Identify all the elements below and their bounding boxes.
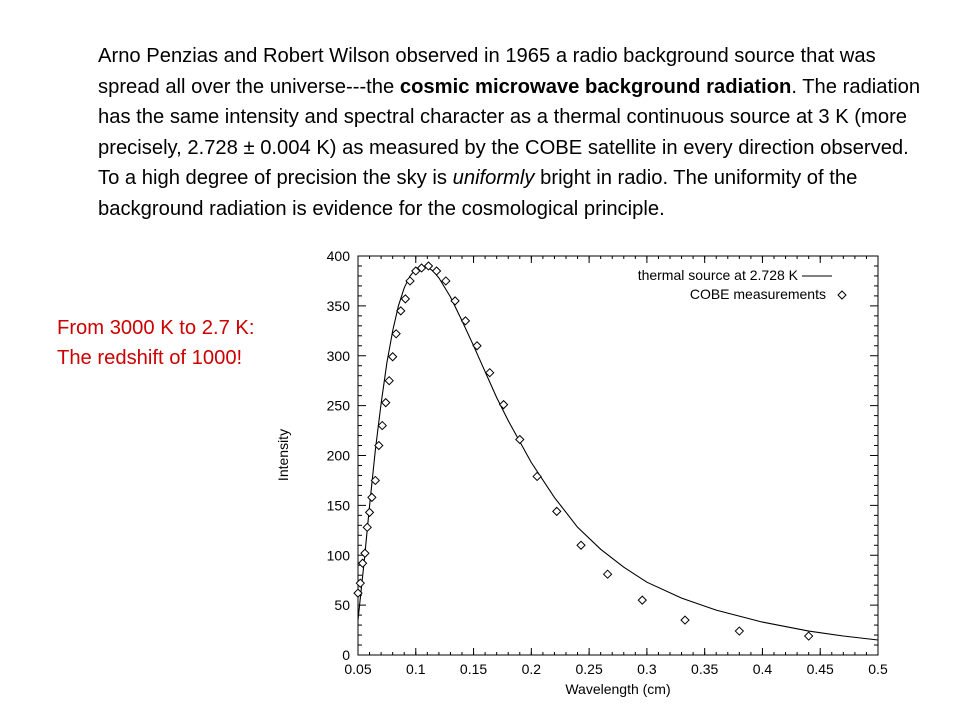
cobe-point-19 [423, 261, 434, 271]
cobe-point-0 [353, 588, 363, 598]
description-paragraph: Arno Penzias and Robert Wilson observed … [98, 41, 933, 225]
paragraph-text-3: bright in radio. The uniformity of the b… [98, 167, 858, 220]
y-axis-title: Intensity [275, 429, 291, 481]
cobe-point-29 [552, 506, 562, 517]
x-tick-label-0: 0.05 [344, 661, 371, 677]
paragraph-text-1: Arno Penzias and Robert Wilson observed … [98, 45, 876, 98]
cobe-point-25 [485, 368, 495, 378]
legend-label-cobe: COBE measurements [690, 286, 826, 302]
cobe-point-22 [450, 296, 460, 306]
cobe-point-1 [355, 578, 366, 588]
cobe-point-26 [498, 399, 509, 410]
y-tick-label-8: 400 [327, 248, 351, 264]
cobe-point-31 [602, 569, 613, 579]
x-tick-label-6: 0.35 [691, 661, 718, 677]
y-tick-label-0: 0 [342, 647, 350, 663]
cobe-point-12 [387, 352, 398, 362]
y-tick-label-6: 300 [327, 348, 351, 364]
plot-frame [357, 255, 879, 656]
cobe-point-4 [362, 522, 372, 533]
cobe-point-6 [367, 492, 377, 503]
note-line-1: From 3000 K to 2.7 K: [57, 317, 255, 339]
cobe-point-35 [803, 631, 814, 641]
y-tick-label-4: 200 [327, 448, 351, 464]
x-tick-label-2: 0.15 [460, 661, 487, 677]
cobe-point-16 [405, 276, 415, 286]
paragraph-bold-term: cosmic microwave background radiation [399, 75, 792, 98]
cobe-point-23 [460, 316, 471, 326]
cobe-point-14 [396, 306, 406, 316]
thermal-source-line [357, 265, 879, 641]
x-tick-label-3: 0.2 [522, 661, 542, 677]
cobe-point-28 [532, 471, 542, 482]
x-tick-label-9: 0.5 [868, 661, 888, 677]
cobe-point-9 [377, 420, 387, 431]
y-tick-label-7: 350 [327, 298, 351, 314]
cmb-spectrum-chart: 0.05 0.1 0.15 0.2 0.25 0.3 0.35 0.4 0.45 0.5 0 50 10… [275, 248, 888, 697]
cobe-point-11 [384, 375, 394, 386]
cobe-point-7 [370, 475, 381, 486]
cobe-point-17 [411, 266, 421, 276]
paragraph-italic-word: uniformly [452, 167, 535, 190]
x-tick-label-5: 0.3 [637, 661, 657, 677]
cobe-point-18 [416, 263, 427, 273]
y-tick-label-3: 150 [327, 497, 351, 513]
x-tick-label-8: 0.45 [807, 661, 834, 677]
x-tick-label-1: 0.1 [406, 661, 426, 677]
cobe-point-10 [381, 397, 391, 408]
x-axis-title: Wavelength (cm) [565, 681, 670, 697]
legend-diamond-swatch [837, 290, 847, 300]
redshift-note: From 3000 K to 2.7 K: The redshift of 10… [57, 313, 255, 373]
cobe-point-21 [441, 276, 451, 286]
x-tick-label-7: 0.4 [753, 661, 773, 677]
note-line-2: The redshift of 1000! [57, 347, 243, 369]
y-tick-label-1: 50 [334, 597, 350, 613]
paragraph-text-2: . The radiation has the same intensity a… [98, 75, 921, 190]
cobe-point-34 [734, 626, 745, 636]
cobe-point-15 [400, 294, 411, 304]
cobe-point-13 [391, 329, 401, 339]
cobe-point-33 [680, 615, 690, 625]
cobe-point-24 [472, 341, 482, 351]
cobe-point-3 [360, 548, 370, 558]
cobe-point-20 [431, 266, 442, 276]
x-tick-label-4: 0.25 [575, 661, 602, 677]
cobe-point-2 [357, 558, 368, 568]
cobe-point-32 [637, 595, 647, 605]
cobe-point-27 [515, 434, 525, 445]
y-tick-label-5: 250 [327, 398, 351, 414]
y-tick-label-2: 100 [327, 547, 351, 563]
cobe-point-5 [364, 507, 375, 518]
cobe-point-30 [576, 540, 586, 550]
legend-label-thermal: thermal source at 2.728 K [638, 267, 799, 283]
cobe-point-8 [374, 440, 384, 451]
